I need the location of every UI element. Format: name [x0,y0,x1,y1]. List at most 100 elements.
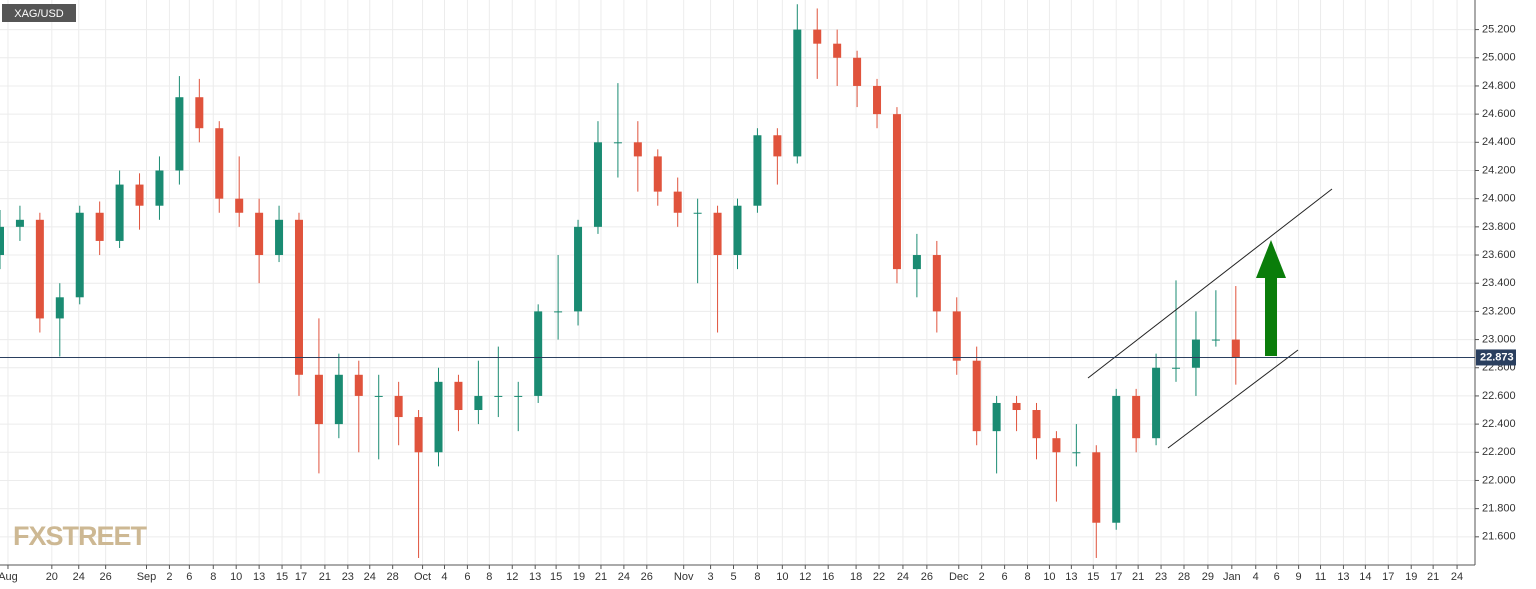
x-tick-label: 8 [1024,571,1030,583]
candle-body [95,212,104,241]
candle-body [873,85,882,115]
x-tick-label: Oct [414,571,431,583]
x-tick-label: 21 [1132,571,1144,583]
candle-body [35,219,44,319]
x-tick-label: 21 [1427,571,1439,583]
x-tick-label: 28 [1178,571,1190,583]
x-tick-label: 13 [1337,571,1349,583]
candle-body [633,142,642,157]
x-tick-label: 6 [1002,571,1008,583]
x-tick-label: 24 [73,571,85,583]
candle-body [1032,410,1041,439]
x-tick-label: 22 [873,571,885,583]
candle-body [932,255,941,312]
candle-body [1172,367,1181,369]
candle-body [454,381,463,411]
candle-body [912,255,921,270]
y-tick-label: 23.400 [1482,277,1516,289]
candle-body [354,374,363,396]
candles [0,4,1240,558]
y-tick-label: 24.600 [1482,108,1516,120]
x-tick-label: 16 [822,571,834,583]
x-tick-label: 29 [1202,571,1214,583]
candle-body [593,142,602,227]
x-tick-label: 17 [1110,571,1122,583]
x-tick-label: 12 [799,571,811,583]
x-tick-label: 23 [342,571,354,583]
last-price-box [1476,349,1516,366]
symbol-box [2,4,76,22]
y-tick-label: 25.000 [1482,52,1516,64]
y-tick-label: 22.400 [1482,418,1516,430]
x-tick-label: 13 [529,571,541,583]
candle-body [1152,367,1161,439]
candle-body [394,395,403,418]
candle-body [15,219,24,227]
candle-body [115,184,124,241]
y-tick-label: 23.200 [1482,305,1516,317]
x-tick-label: 28 [387,571,399,583]
candle-body [135,184,144,206]
x-tick-label: 19 [573,571,585,583]
y-tick-label: 24.200 [1482,164,1516,176]
y-tick-label: 23.000 [1482,333,1516,345]
y-tick-label: 24.000 [1482,193,1516,205]
candle-body [1092,452,1101,523]
candle-body [952,311,961,361]
candle-body [75,212,84,298]
y-tick-label: 22.600 [1482,390,1516,402]
candle-body [673,191,682,213]
y-tick-label: 21.800 [1482,503,1516,515]
candle-body [972,360,981,432]
candle-body [1052,438,1061,453]
x-tick-label: 24 [618,571,630,583]
candle-body [434,381,443,453]
candle-body [1012,402,1021,411]
x-tick-label: 26 [921,571,933,583]
candle-body [1132,395,1141,439]
candle-body [374,395,383,397]
x-tick-label: 10 [230,571,242,583]
x-tick-label: 8 [210,571,216,583]
candle-body [653,156,662,192]
x-tick-label: 15 [276,571,288,583]
candle-body [195,97,204,129]
candle-body [892,114,901,270]
x-tick-label: Dec [949,571,969,583]
candle-body [275,219,284,256]
x-tick-label: 9 [1296,571,1302,583]
last-price-label: 22.873 [1480,351,1514,363]
watermark: FXSTREET [13,521,148,551]
channel-lower [1167,349,1299,449]
y-tick-label: 23.600 [1482,249,1516,261]
x-tick-label: 11 [1315,571,1326,583]
x-tick-label: 10 [1043,571,1055,583]
x-tick-label: 14 [1359,571,1371,583]
candle-body [55,297,64,319]
candle-body [314,374,323,425]
x-tick-label: 21 [319,571,331,583]
arrow-head [1256,240,1286,278]
candle-body [992,402,1001,432]
x-tick-label: 6 [464,571,470,583]
candle-body [175,97,184,171]
y-tick-label: 21.600 [1482,531,1516,543]
candle-body [713,212,722,256]
x-tick-label: Nov [674,571,694,583]
x-tick-label: 15 [550,571,562,583]
candle-body [294,219,303,375]
candle-body [833,43,842,58]
candle-body [574,226,583,312]
candle-body [334,374,343,425]
x-tick-label: 2 [166,571,172,583]
x-tick-label: 23 [1155,571,1167,583]
candle-body [494,395,503,397]
x-tick-label: 6 [1274,571,1280,583]
x-tick-label: 6 [186,571,192,583]
candle-body [1211,339,1220,341]
candle-body [613,142,622,144]
symbol: XAG/USD [14,8,64,20]
arrow-shaft [1265,276,1277,356]
y-tick-label: 23.800 [1482,221,1516,233]
